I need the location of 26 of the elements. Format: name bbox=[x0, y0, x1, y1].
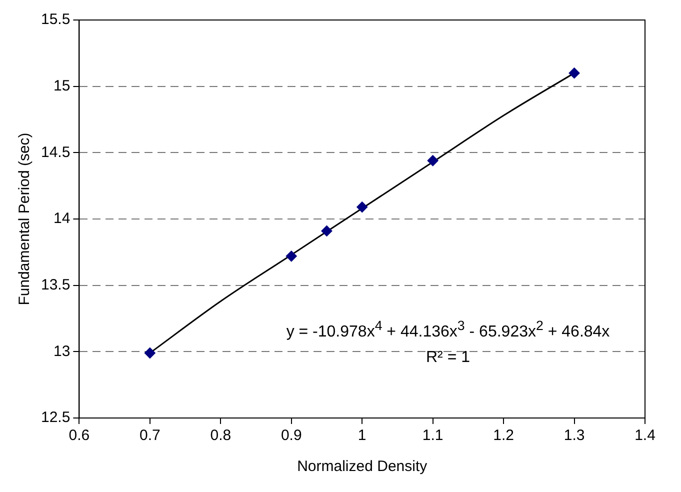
y-tick-label: 13 bbox=[54, 342, 70, 360]
y-tick-label: 13.5 bbox=[40, 276, 70, 294]
x-tick-label: 1.3 bbox=[564, 427, 585, 444]
point bbox=[427, 155, 438, 166]
y-tick-label: 12.5 bbox=[40, 409, 70, 426]
x-tick-label: 0.7 bbox=[139, 427, 160, 444]
x-tick-label: 1.1 bbox=[422, 427, 444, 444]
x-tick-label: 1 bbox=[358, 427, 366, 444]
x-tick-label: 0.9 bbox=[280, 427, 302, 444]
x-tick-label: 0.8 bbox=[210, 427, 232, 444]
point bbox=[286, 250, 297, 262]
y-tick-label: 15 bbox=[54, 77, 70, 94]
x-tick-label: 1.4 bbox=[634, 427, 656, 444]
annotation: y = -10.978x$^{4}$ + 44.136x$^{3}$ - 65.923x$^{2}$ + 46.84x bbox=[285, 317, 611, 342]
point bbox=[321, 225, 332, 236]
point bbox=[568, 68, 580, 79]
x-axis-title: Normalized Density bbox=[297, 458, 428, 476]
y-axis-title: Fundamental Period (sec) bbox=[16, 132, 34, 306]
point bbox=[144, 347, 156, 358]
y-tick-label: 14 bbox=[54, 210, 70, 228]
y-tick-label: 14.5 bbox=[40, 144, 70, 161]
y-tick-label: 15.5 bbox=[40, 11, 70, 28]
x-tick-label: 0.6 bbox=[68, 427, 90, 444]
x-tick-label: 1.2 bbox=[493, 427, 514, 444]
annotation: R² = 1 bbox=[424, 348, 471, 368]
point bbox=[356, 202, 368, 213]
